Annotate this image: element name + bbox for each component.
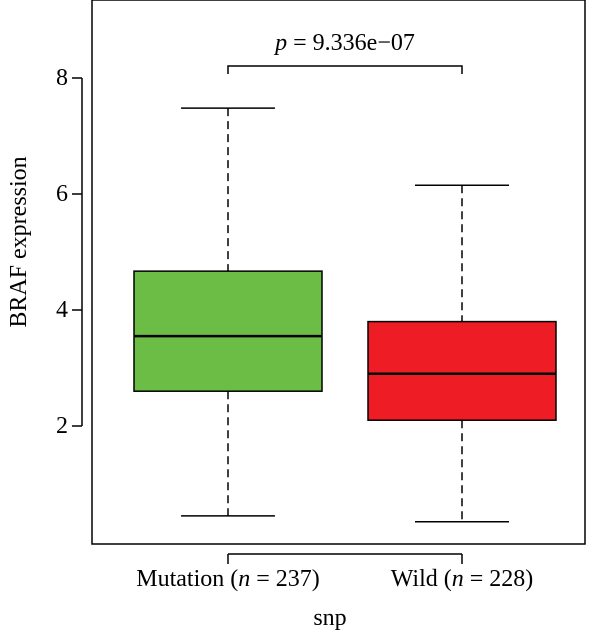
y-tick-label: 4: [56, 297, 68, 323]
p-value-annotation: p = 9.336e−07: [227, 30, 463, 74]
plot-frame: [91, 0, 586, 545]
x-tick-label: Wild (n = 228): [391, 566, 534, 592]
y-tick-label: 2: [56, 413, 68, 439]
x-axis-label: snp: [313, 605, 346, 631]
x-tick-label: Mutation (n = 237): [136, 566, 320, 592]
p-value-text: p = 9.336e−07: [273, 30, 415, 56]
y-tick-label: 6: [56, 181, 68, 207]
y-axis-label: BRAF expression: [6, 156, 32, 327]
box-wild: [367, 320, 557, 421]
y-tick-label: 8: [56, 65, 68, 91]
box-group: [133, 107, 557, 523]
significance-bracket: [227, 65, 463, 74]
box-mutation: [133, 270, 323, 392]
y-axis: 2 4 6 8: [56, 65, 83, 439]
x-axis: Mutation (n = 237) Wild (n = 228): [136, 553, 534, 592]
